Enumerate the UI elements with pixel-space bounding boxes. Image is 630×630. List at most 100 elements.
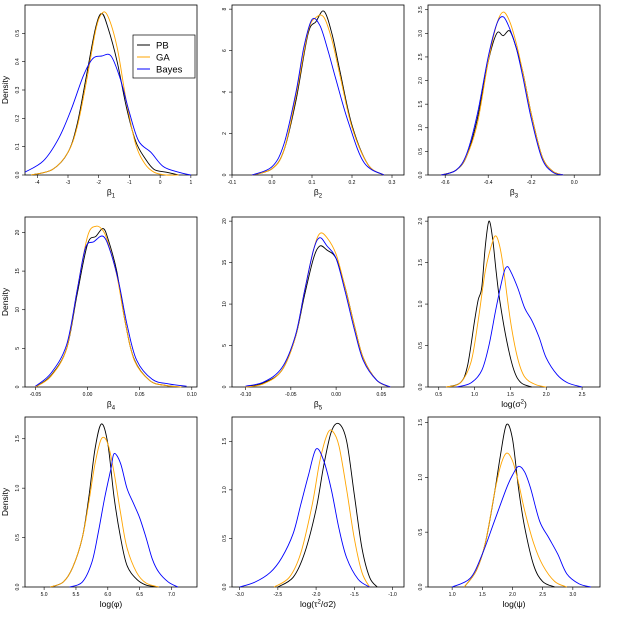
x-axis-label-rest: /σ2): [321, 599, 336, 609]
x-tick-label: 0.10: [187, 392, 197, 398]
density-curve-ga: [50, 436, 159, 588]
y-axis-label: Density: [0, 287, 10, 316]
x-axis-label-subscript: 4: [112, 406, 116, 412]
plot-frame: [24, 416, 198, 588]
y-tick-label: 20: [222, 218, 228, 224]
x-axis-label: β1: [107, 187, 116, 200]
y-tick-label: 0.5: [15, 30, 21, 37]
density-curve-pb: [445, 220, 533, 388]
density-curve-bayes: [451, 465, 592, 588]
y-tick-label: 1.0: [222, 486, 228, 493]
y-tick-label: 0.0: [15, 583, 21, 590]
x-tick-label: 6.5: [136, 592, 143, 598]
density-curve-ga: [251, 14, 385, 176]
x-axis-label: β4: [107, 399, 116, 412]
x-tick-label: -1: [127, 180, 132, 186]
x-axis-label-base: β: [314, 399, 319, 409]
y-tick-label: 0.5: [418, 148, 424, 155]
x-axis-label-base: log(φ): [100, 599, 123, 609]
y-tick-label: 0: [222, 173, 228, 176]
x-tick-label: 2.5: [539, 592, 546, 598]
x-axis-label-base: β: [107, 187, 112, 197]
density-curve-pb: [277, 422, 378, 588]
y-tick-label: 10: [222, 301, 228, 307]
y-tick-label: 0.0: [418, 383, 424, 390]
y-tick-label: 3.5: [418, 6, 424, 13]
x-axis-label-base: log(σ: [501, 399, 521, 409]
x-tick-label: -0.1: [228, 180, 237, 186]
density-curve-bayes: [69, 453, 179, 588]
y-tick-label: 2.5: [418, 53, 424, 60]
y-tick-label: 4: [222, 90, 228, 93]
x-axis-label: log(ψ): [502, 599, 525, 609]
x-tick-label: -1.0: [388, 592, 397, 598]
y-tick-label: 1.5: [222, 438, 228, 445]
x-axis-label-superscript: 2: [521, 400, 525, 406]
x-axis-label: β3: [510, 187, 519, 200]
y-axis-label: Density: [0, 487, 10, 516]
x-tick-label: 1.0: [471, 392, 478, 398]
x-tick-label: 1.5: [479, 592, 486, 598]
x-axis-label: β2: [314, 187, 323, 200]
plot-frame: [24, 4, 198, 176]
x-tick-label: 0.5: [435, 392, 442, 398]
legend-label-bayes: Bayes: [156, 65, 183, 76]
x-tick-label: 0.05: [377, 392, 387, 398]
x-tick-label: -0.10: [240, 392, 252, 398]
x-tick-label: -3.0: [235, 592, 244, 598]
x-axis-label-base: β: [107, 399, 112, 409]
plot-frame: [231, 416, 405, 588]
density-curve-bayes: [456, 266, 583, 388]
x-tick-label: 1.5: [507, 392, 514, 398]
x-tick-label: -4: [35, 180, 40, 186]
x-tick-label: 2.0: [543, 392, 550, 398]
density-curve-ga: [31, 11, 179, 176]
y-tick-label: 2.0: [418, 217, 424, 224]
x-tick-label: 2.0: [509, 592, 516, 598]
plot-frame: [427, 216, 601, 388]
y-tick-label: 2.0: [418, 77, 424, 84]
y-tick-label: 1.0: [418, 124, 424, 131]
y-tick-label: 0.1: [15, 143, 21, 150]
plot-frame: [231, 216, 405, 388]
y-tick-label: 3.0: [418, 30, 424, 37]
x-axis-label: β5: [314, 399, 323, 412]
density-curve-ga: [440, 11, 564, 176]
x-tick-label: 2.5: [579, 392, 586, 398]
x-tick-label: 5.5: [72, 592, 79, 598]
x-tick-label: -2.5: [274, 592, 283, 598]
y-tick-label: 5: [222, 344, 228, 347]
x-tick-label: -0.05: [285, 392, 297, 398]
y-tick-label: 0.4: [15, 58, 21, 65]
x-axis-label-base: log(ψ): [502, 599, 525, 609]
y-tick-label: 5: [15, 347, 21, 350]
y-tick-label: 1.0: [15, 484, 21, 491]
y-tick-label: 15: [15, 268, 21, 274]
x-axis-label-subscript: 3: [515, 194, 519, 200]
density-curve-bayes: [239, 448, 370, 588]
y-axis-label: Density: [0, 75, 10, 104]
x-tick-label: 0.05: [135, 392, 145, 398]
x-axis-label-subscript: 5: [319, 406, 323, 412]
x-tick-label: 3.0: [569, 592, 576, 598]
x-axis-label-superscript: 2: [318, 600, 322, 606]
panel-7: 5.0 5.5 6.0 6.5 7.0 0.0 0.5 1.0 1.5 log(φ) Density: [0, 416, 198, 609]
y-tick-label: 0.3: [15, 86, 21, 93]
density-curve-pb: [440, 30, 564, 176]
y-tick-label: 0.2: [15, 115, 21, 122]
y-tick-label: 0.0: [222, 583, 228, 590]
density-curve-ga: [245, 232, 391, 388]
x-axis-label-base: β: [510, 187, 515, 197]
panel-4: -0.05 0.00 0.05 0.10 0 5 10 15 20 β4 Density: [0, 216, 198, 412]
x-tick-label: -0.2: [527, 180, 536, 186]
x-tick-label: 0.2: [349, 180, 356, 186]
x-axis-label: log(σ2): [501, 399, 527, 409]
x-axis-label-subscript: 2: [319, 194, 323, 200]
y-tick-label: 1.5: [418, 259, 424, 266]
x-tick-label: 0: [159, 180, 162, 186]
x-tick-label: 0.00: [331, 392, 341, 398]
x-tick-label: 0.3: [389, 180, 396, 186]
x-tick-label: 5.0: [41, 592, 48, 598]
